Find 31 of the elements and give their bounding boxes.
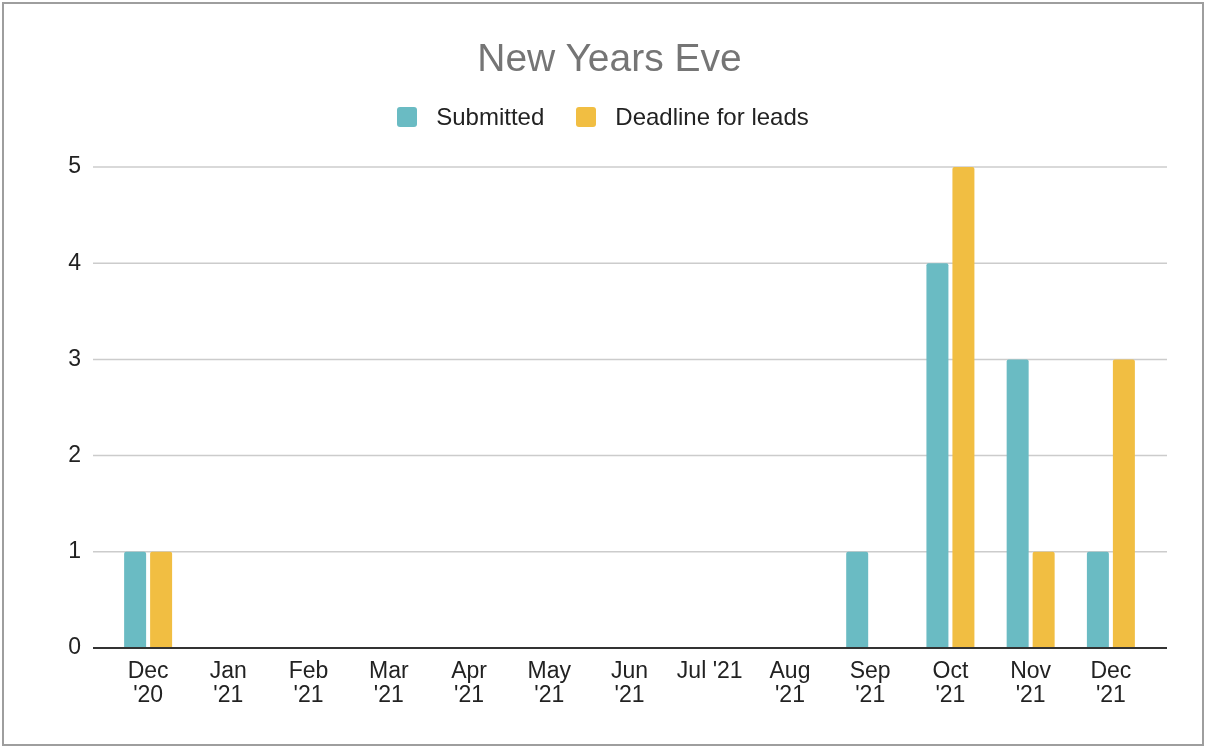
x-tick-label: Aug '21 (769, 657, 811, 708)
bar (846, 551, 869, 648)
bar (952, 167, 975, 648)
legend-label: Deadline for leads (615, 103, 809, 131)
x-tick-label: May '21 (527, 657, 572, 708)
legend-label: Submitted (436, 103, 545, 131)
y-tick-label: 0 (68, 633, 81, 660)
y-tick-label: 4 (68, 248, 82, 275)
x-tick-label: Feb '21 (288, 657, 329, 708)
y-tick-label: 3 (68, 344, 81, 371)
x-tick-label: Oct '21 (932, 657, 969, 708)
x-tick-label: Sep '21 (849, 657, 891, 708)
bar (150, 551, 173, 648)
x-tick-label: Jun '21 (610, 657, 649, 708)
x-tick-label: Dec '21 (1090, 657, 1132, 708)
chart-title: New Years Eve (477, 35, 742, 79)
x-tick-label: Dec '20 (127, 657, 169, 708)
x-tick-label: Apr '21 (451, 657, 488, 708)
bar (1112, 359, 1135, 648)
bar (1086, 551, 1109, 648)
x-tick-label: Jan '21 (209, 657, 247, 708)
bar (1032, 551, 1055, 648)
x-tick-label: Mar '21 (369, 657, 409, 708)
bar (124, 551, 147, 648)
y-tick-label: 2 (68, 440, 81, 467)
bar (1006, 359, 1029, 648)
x-tick-label: Jul '21 (676, 657, 743, 684)
bar (926, 263, 949, 648)
y-tick-label: 1 (68, 537, 81, 564)
x-tick-label: Nov '21 (1010, 657, 1052, 708)
y-tick-label: 5 (68, 152, 81, 179)
